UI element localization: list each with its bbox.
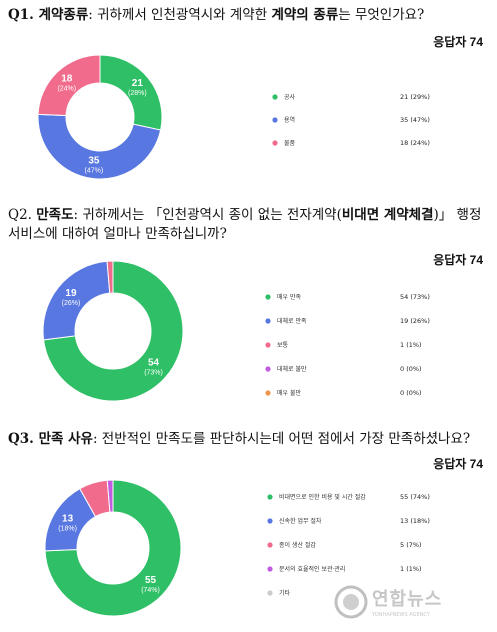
slice-percent-label: (18%) [58,526,77,533]
donut-slice [106,260,114,294]
legend-label: 물품 [284,140,296,147]
legend-value: 19 (26%) [400,317,430,325]
slice-value-label: 13 [62,514,74,525]
slice-value-label: 19 [65,288,77,299]
legend-value: 54 (73%) [400,293,430,301]
q1-keyword: 계약종류 [38,7,89,23]
question-1: Q1. 계약종류: 귀하께서 인천광역시와 계약한 계약의 종류는 무엇인가요? [8,6,488,25]
legend-label: 기타 [279,589,291,597]
legend-label: 대체로 만족 [277,317,307,325]
respondents-2: 응답자 74 [433,253,483,267]
legend-dot [267,590,273,596]
donut-slice [43,260,184,402]
q2-text: : 귀하께서는 「인천광역시 종이 없는 전자계약( [73,207,342,223]
legend-value: 5 (7%) [400,541,422,549]
legend-value: 0 (0%) [400,389,422,397]
legend-dot [265,318,271,324]
yonhap-logo-icon [334,585,368,619]
watermark-sub: YONHAPNEWS AGENCY [372,612,430,618]
legend-label: 보통 [277,342,289,349]
legend-label: 문서의 효율적인 보관·관리 [279,565,345,573]
q2-emphasis: 비대면 계약체결 [341,207,434,223]
q3-text: : 전반적인 만족도를 판단하시는데 어떤 점에서 가장 만족하셨나요? [92,431,471,447]
legend-label: 신속한 업무 절차 [279,517,322,525]
donut-chart-contract-type: 21(28%) 35(47%) 18(24%) 공사 21 (29%) 용역 35 (47%… [37,54,430,180]
donut-slice [37,113,162,180]
donut-chart-satisfaction-reason: 55(74%) 13(18%) 비대면으로 인한 비용 및 시간 절감 55 (74%… [44,479,430,617]
legend-value: 1 (1%) [400,565,422,573]
slice-value-label: 54 [148,358,160,369]
slice-value-label: 18 [61,73,73,84]
donut-slice [44,479,182,617]
legend-value: 35 (47%) [400,116,430,124]
q1-number: Q1. [8,7,39,23]
legend-label: 종이 생산 절감 [279,541,316,549]
legend-label: 비대면으로 인한 비용 및 시간 절감 [279,493,366,501]
slice-percent-label: (73%) [144,370,163,377]
legend-label: 대체로 불만 [277,365,307,373]
q3-keyword: 만족 사유 [38,431,93,447]
q1-tail: 는 무엇인가요? [338,7,425,23]
slice-percent-label: (26%) [62,300,81,307]
slice-percent-label: (74%) [141,587,160,594]
legend-dot [267,566,273,572]
respondents-1: 응답자 74 [433,35,483,49]
donut-slice [42,260,111,341]
slice-value-label: 35 [88,156,100,167]
donut-chart-satisfaction: 54(73%) 19(26%) 매우 만족 54 (73%) 대체로 만족 19 (26%… [42,260,430,402]
legend-dot [265,294,271,300]
slice-percent-label: (28%) [128,90,147,97]
legend-value: 55 (74%) [400,493,430,501]
legend-value: 18 (24%) [400,139,430,147]
q2-tail: )」 행정서비스에 대하여 얼마나 만족하십니까? [8,207,482,242]
legend-value: 0 (0%) [400,365,422,373]
donut-slice [106,479,114,513]
q2-number: Q2. [8,207,37,223]
legend-label: 매우 만족 [277,293,301,301]
watermark-name: 연합뉴스 [372,589,443,610]
question-3: Q3. 만족 사유: 전반적인 만족도를 판단하시는데 어떤 점에서 가장 만족… [8,430,488,449]
legend-dot [267,494,273,500]
legend-dot [267,542,273,548]
q3-number: Q3. [8,431,39,447]
legend-value: 21 (29%) [400,93,430,101]
slice-value-label: 21 [132,78,144,89]
question-2: Q2. 만족도: 귀하께서는 「인천광역시 종이 없는 전자계약(비대면 계약체… [8,206,486,244]
legend-dot [267,518,273,524]
q1-text: : 귀하께서 인천광역시와 계약한 [88,7,272,23]
slice-percent-label: (47%) [85,168,104,175]
legend-dot [265,390,271,396]
legend-label: 매우 불만 [277,389,301,397]
respondents-3: 응답자 74 [433,457,483,471]
legend-dot [272,140,278,146]
legend-label: 공사 [284,93,296,101]
legend-dot [272,117,278,123]
legend-label: 용역 [284,116,295,124]
legend-dot [272,94,278,100]
q1-emphasis: 계약의 종류 [271,7,339,23]
slice-value-label: 55 [145,575,157,586]
q2-keyword: 만족도 [36,207,74,223]
legend-dot [265,342,271,348]
donut-slice [37,54,101,117]
slice-percent-label: (24%) [57,85,76,92]
legend-value: 13 (18%) [400,517,430,525]
legend-dot [265,366,271,372]
legend-value: 1 (1%) [400,341,422,349]
